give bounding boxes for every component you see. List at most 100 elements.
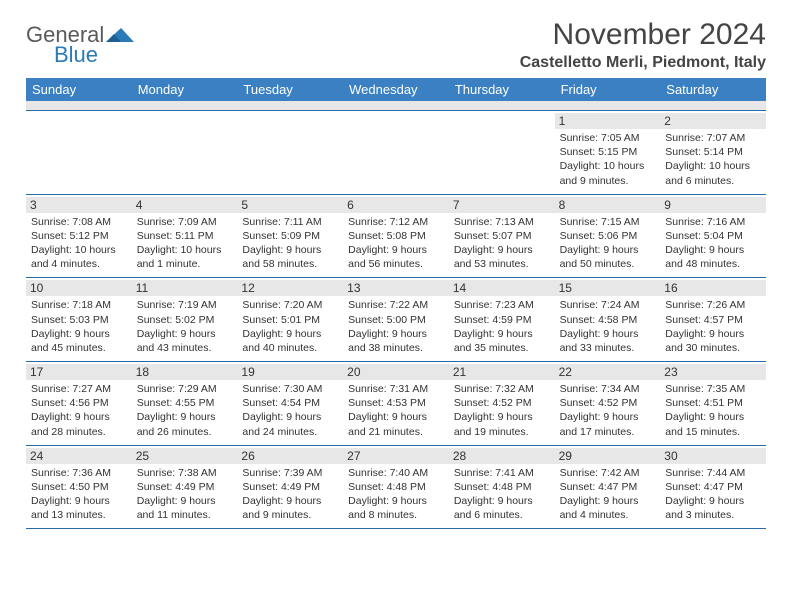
logo-word-blue: Blue — [54, 44, 104, 66]
day-number: 9 — [660, 197, 766, 213]
header: General Blue November 2024 Castelletto M… — [26, 18, 766, 72]
sunrise-text: Sunrise: 7:09 AM — [137, 215, 233, 229]
day-details: Sunrise: 7:31 AMSunset: 4:53 PMDaylight:… — [348, 382, 444, 439]
sunset-text: Sunset: 4:49 PM — [242, 480, 338, 494]
day-number: 10 — [26, 280, 132, 296]
sunset-text: Sunset: 5:06 PM — [560, 229, 656, 243]
day-cell: 21 Sunrise: 7:32 AMSunset: 4:52 PMDayligh… — [449, 362, 555, 445]
day-number: 21 — [449, 364, 555, 380]
day-cell — [26, 111, 132, 194]
sunrise-text: Sunrise: 7:20 AM — [242, 298, 338, 312]
daylight-text: Daylight: 10 hours and 9 minutes. — [560, 159, 656, 187]
daylight-text: Daylight: 10 hours and 6 minutes. — [665, 159, 761, 187]
day-details: Sunrise: 7:13 AMSunset: 5:07 PMDaylight:… — [454, 215, 550, 272]
sunset-text: Sunset: 5:12 PM — [31, 229, 127, 243]
day-number — [237, 113, 343, 129]
day-cell: 25Sunrise: 7:38 AMSunset: 4:49 PMDayligh… — [132, 446, 238, 529]
logo-text: General Blue — [26, 24, 104, 66]
spacer-row — [26, 101, 766, 111]
sunrise-text: Sunrise: 7:22 AM — [348, 298, 444, 312]
daylight-text: Daylight: 9 hours and 45 minutes. — [31, 327, 127, 355]
week-row: 24Sunrise: 7:36 AMSunset: 4:50 PMDayligh… — [26, 446, 766, 530]
day-details: Sunrise: 7:38 AMSunset: 4:49 PMDaylight:… — [137, 466, 233, 523]
sunrise-text: Sunrise: 7:12 AM — [348, 215, 444, 229]
sunset-text: Sunset: 5:15 PM — [560, 145, 656, 159]
daylight-text: Daylight: 9 hours and 11 minutes. — [137, 494, 233, 522]
day-cell — [132, 111, 238, 194]
day-details: Sunrise: 7:22 AMSunset: 5:00 PMDaylight:… — [348, 298, 444, 355]
daylight-text: Daylight: 9 hours and 21 minutes. — [348, 410, 444, 438]
sunrise-text: Sunrise: 7:35 AM — [665, 382, 761, 396]
sunset-text: Sunset: 4:47 PM — [560, 480, 656, 494]
sunrise-text: Sunrise: 7:29 AM — [137, 382, 233, 396]
calendar: SundayMondayTuesdayWednesdayThursdayFrid… — [26, 78, 766, 529]
day-cell: 12Sunrise: 7:20 AMSunset: 5:01 PMDayligh… — [237, 278, 343, 361]
sunset-text: Sunset: 5:02 PM — [137, 313, 233, 327]
day-number: 24 — [26, 448, 132, 464]
day-details: Sunrise: 7:32 AMSunset: 4:52 PMDaylight:… — [454, 382, 550, 439]
day-number — [343, 113, 449, 129]
daylight-text: Daylight: 9 hours and 26 minutes. — [137, 410, 233, 438]
day-header-row: SundayMondayTuesdayWednesdayThursdayFrid… — [26, 78, 766, 101]
daylight-text: Daylight: 9 hours and 19 minutes. — [454, 410, 550, 438]
sunrise-text: Sunrise: 7:32 AM — [454, 382, 550, 396]
sunset-text: Sunset: 4:53 PM — [348, 396, 444, 410]
day-cell: 6Sunrise: 7:12 AMSunset: 5:08 PMDaylight… — [343, 195, 449, 278]
sunrise-text: Sunrise: 7:41 AM — [454, 466, 550, 480]
day-details: Sunrise: 7:16 AMSunset: 5:04 PMDaylight:… — [665, 215, 761, 272]
sunset-text: Sunset: 4:47 PM — [665, 480, 761, 494]
week-row: 10 Sunrise: 7:18 AMSunset: 5:03 PMDayligh… — [26, 278, 766, 362]
sunset-text: Sunset: 4:56 PM — [31, 396, 127, 410]
week-row: 3Sunrise: 7:08 AMSunset: 5:12 PMDaylight… — [26, 195, 766, 279]
day-number — [132, 113, 238, 129]
sunset-text: Sunset: 4:50 PM — [31, 480, 127, 494]
day-number: 27 — [343, 448, 449, 464]
day-header: Wednesday — [343, 78, 449, 101]
sunrise-text: Sunrise: 7:39 AM — [242, 466, 338, 480]
day-details: Sunrise: 7:35 AMSunset: 4:51 PMDaylight:… — [665, 382, 761, 439]
sunrise-text: Sunrise: 7:24 AM — [560, 298, 656, 312]
logo-triangle-icon — [106, 24, 136, 46]
day-cell: 29Sunrise: 7:42 AMSunset: 4:47 PMDayligh… — [555, 446, 661, 529]
weeks-container: 1Sunrise: 7:05 AMSunset: 5:15 PMDaylight… — [26, 111, 766, 529]
day-details: Sunrise: 7:34 AMSunset: 4:52 PMDaylight:… — [560, 382, 656, 439]
day-number: 29 — [555, 448, 661, 464]
day-cell: 15 Sunrise: 7:24 AMSunset: 4:58 PMDayligh… — [555, 278, 661, 361]
day-number: 15 — [555, 280, 661, 296]
daylight-text: Daylight: 9 hours and 56 minutes. — [348, 243, 444, 271]
daylight-text: Daylight: 9 hours and 17 minutes. — [560, 410, 656, 438]
daylight-text: Daylight: 9 hours and 35 minutes. — [454, 327, 550, 355]
location: Castelletto Merli, Piedmont, Italy — [520, 54, 766, 72]
sunset-text: Sunset: 4:57 PM — [665, 313, 761, 327]
day-details: Sunrise: 7:29 AMSunset: 4:55 PMDaylight:… — [137, 382, 233, 439]
logo: General Blue — [26, 24, 136, 66]
sunset-text: Sunset: 5:01 PM — [242, 313, 338, 327]
day-cell — [237, 111, 343, 194]
day-cell: 16Sunrise: 7:26 AMSunset: 4:57 PMDayligh… — [660, 278, 766, 361]
day-cell: 27Sunrise: 7:40 AMSunset: 4:48 PMDayligh… — [343, 446, 449, 529]
day-cell: 23Sunrise: 7:35 AMSunset: 4:51 PMDayligh… — [660, 362, 766, 445]
day-details: Sunrise: 7:20 AMSunset: 5:01 PMDaylight:… — [242, 298, 338, 355]
daylight-text: Daylight: 9 hours and 4 minutes. — [560, 494, 656, 522]
sunset-text: Sunset: 4:48 PM — [454, 480, 550, 494]
sunset-text: Sunset: 5:08 PM — [348, 229, 444, 243]
sunrise-text: Sunrise: 7:38 AM — [137, 466, 233, 480]
daylight-text: Daylight: 9 hours and 6 minutes. — [454, 494, 550, 522]
daylight-text: Daylight: 9 hours and 53 minutes. — [454, 243, 550, 271]
sunset-text: Sunset: 4:58 PM — [560, 313, 656, 327]
day-cell: 28Sunrise: 7:41 AMSunset: 4:48 PMDayligh… — [449, 446, 555, 529]
day-number: 8 — [555, 197, 661, 213]
daylight-text: Daylight: 9 hours and 58 minutes. — [242, 243, 338, 271]
day-details: Sunrise: 7:18 AMSunset: 5:03 PMDaylight:… — [31, 298, 127, 355]
day-header: Tuesday — [237, 78, 343, 101]
daylight-text: Daylight: 10 hours and 1 minute. — [137, 243, 233, 271]
day-cell: 5Sunrise: 7:11 AMSunset: 5:09 PMDaylight… — [237, 195, 343, 278]
sunrise-text: Sunrise: 7:30 AM — [242, 382, 338, 396]
day-number: 1 — [555, 113, 661, 129]
day-number: 4 — [132, 197, 238, 213]
month-title: November 2024 — [520, 18, 766, 52]
daylight-text: Daylight: 9 hours and 24 minutes. — [242, 410, 338, 438]
day-details: Sunrise: 7:24 AMSunset: 4:58 PMDaylight:… — [560, 298, 656, 355]
day-cell: 24Sunrise: 7:36 AMSunset: 4:50 PMDayligh… — [26, 446, 132, 529]
day-cell: 3Sunrise: 7:08 AMSunset: 5:12 PMDaylight… — [26, 195, 132, 278]
